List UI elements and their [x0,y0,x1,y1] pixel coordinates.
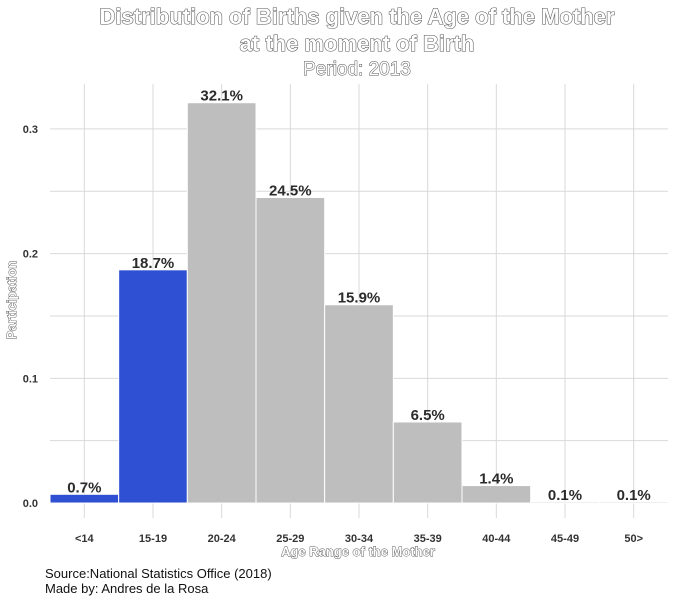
data-labels: 0.7% 18.7% 32.1% 24.5% 15.9% 6.5% 1.4% 0.1% 0.1% [67,88,651,504]
bar-50gt [598,501,669,504]
x-tick-label-lt14: <14 [75,533,95,545]
chart-title-line2: at the moment of Birth [240,31,475,56]
y-tick-label: 0.1 [23,373,38,385]
x-tick-label-15-19: 15-19 [139,533,167,545]
bar-25-29 [255,196,326,504]
data-label-25-29: 24.5% [269,182,312,199]
data-label-50gt: 0.1% [617,487,651,504]
x-axis-ticks: <14 15-19 20-24 25-29 30-34 35-39 40-44 45-49 50… [75,533,643,545]
x-tick-label-20-24: 20-24 [208,533,237,545]
bar-30-34 [324,304,394,504]
x-tick-label-30-34: 30-34 [345,533,374,545]
caption-author: Made by: Andres de la Rosa [45,581,209,596]
x-tick-label-45-49: 45-49 [551,533,579,545]
bar-35-39 [392,421,463,504]
x-tick-label-40-44: 40-44 [482,533,511,545]
y-tick-label: 0.2 [23,249,38,261]
x-tick-label-25-29: 25-29 [276,533,304,545]
data-label-45-49: 0.1% [548,487,582,504]
data-label-30-34: 15.9% [338,290,381,307]
x-axis-title: Age Range of the Mother [281,544,435,559]
data-label-15-19: 18.7% [132,255,175,272]
y-tick-label: 0.3 [23,124,38,136]
x-tick-label-35-39: 35-39 [414,533,442,545]
bar-40-44 [461,485,532,504]
data-label-20-24: 32.1% [200,88,243,105]
chart-subtitle: Period: 2013 [303,59,411,80]
data-label-lt14: 0.7% [67,479,101,496]
caption-source: Source:National Statistics Office (2018) [45,566,272,581]
y-axis-ticks: 0.0 0.1 0.2 0.3 [23,124,38,510]
y-axis-title: Participation [4,261,19,340]
chart-title-line1: Distribution of Births given the Age of … [100,4,615,29]
bars [49,102,669,504]
bar-15-19 [118,269,188,504]
bar-20-24 [186,102,257,504]
data-label-40-44: 1.4% [479,471,513,488]
x-tick-label-50gt: 50> [624,533,643,545]
data-label-35-39: 6.5% [411,407,445,424]
y-tick-label: 0.0 [23,498,38,510]
